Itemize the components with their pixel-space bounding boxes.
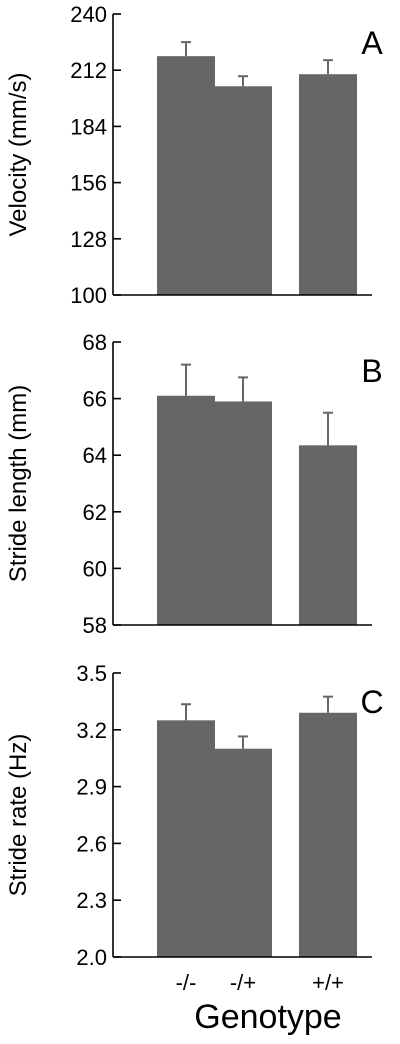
y-tick-label: 212 bbox=[70, 58, 107, 83]
x-tick-label: +/+ bbox=[312, 970, 344, 995]
panel-label: A bbox=[361, 25, 383, 61]
bar-3 bbox=[299, 712, 357, 957]
y-tick-label: 100 bbox=[70, 283, 107, 308]
y-tick-label: 60 bbox=[83, 556, 107, 581]
panel-b: 58 60 62 64 66 68 Stride length (mm) B bbox=[5, 330, 383, 638]
y-tick-label: 240 bbox=[70, 2, 107, 27]
y-tick-label: 66 bbox=[83, 387, 107, 412]
panel-a: 100 128 156 184 212 240 Velocity (mm/s) A bbox=[5, 2, 383, 308]
y-tick-label: 68 bbox=[83, 330, 107, 355]
y-axis-title: Velocity (mm/s) bbox=[5, 72, 32, 236]
y-tick-label: 64 bbox=[83, 443, 107, 468]
panels: 100 128 156 184 212 240 Velocity (mm/s) A 58 60 62… bbox=[5, 2, 384, 970]
y-tick-label: 184 bbox=[70, 114, 107, 139]
x-tick-labels: -/- -/+ +/+ bbox=[176, 970, 344, 995]
y-tick-label: 128 bbox=[70, 227, 107, 252]
panel-label: C bbox=[360, 684, 383, 720]
panel-label: B bbox=[361, 353, 382, 389]
y-tick-label: 156 bbox=[70, 171, 107, 196]
y-axis-title: Stride rate (Hz) bbox=[5, 734, 32, 897]
bar-2 bbox=[214, 748, 272, 957]
y-tick-label: 58 bbox=[83, 613, 107, 638]
y-tick-label: 2.0 bbox=[76, 945, 107, 970]
x-tick-label: -/+ bbox=[230, 970, 256, 995]
y-tick-label: 2.3 bbox=[76, 888, 107, 913]
bar-2 bbox=[214, 401, 272, 625]
bar-2 bbox=[214, 86, 272, 295]
bar-3 bbox=[299, 74, 357, 295]
y-tick-label: 3.5 bbox=[76, 661, 107, 686]
bar-1 bbox=[157, 56, 215, 296]
y-axis-title: Stride length (mm) bbox=[5, 385, 32, 582]
y-tick-label: 3.2 bbox=[76, 718, 107, 743]
bar-1 bbox=[157, 720, 215, 957]
x-axis-title: Genotype bbox=[194, 998, 341, 1036]
y-tick-label: 62 bbox=[83, 500, 107, 525]
bar-3 bbox=[299, 445, 357, 625]
x-tick-label: -/- bbox=[176, 970, 197, 995]
y-tick-label: 2.9 bbox=[76, 775, 107, 800]
y-tick-label: 2.6 bbox=[76, 831, 107, 856]
bar-1 bbox=[157, 395, 215, 625]
panel-c: 2.0 2.3 2.6 2.9 3.2 3.5 Stride rate (Hz) C bbox=[5, 661, 384, 970]
